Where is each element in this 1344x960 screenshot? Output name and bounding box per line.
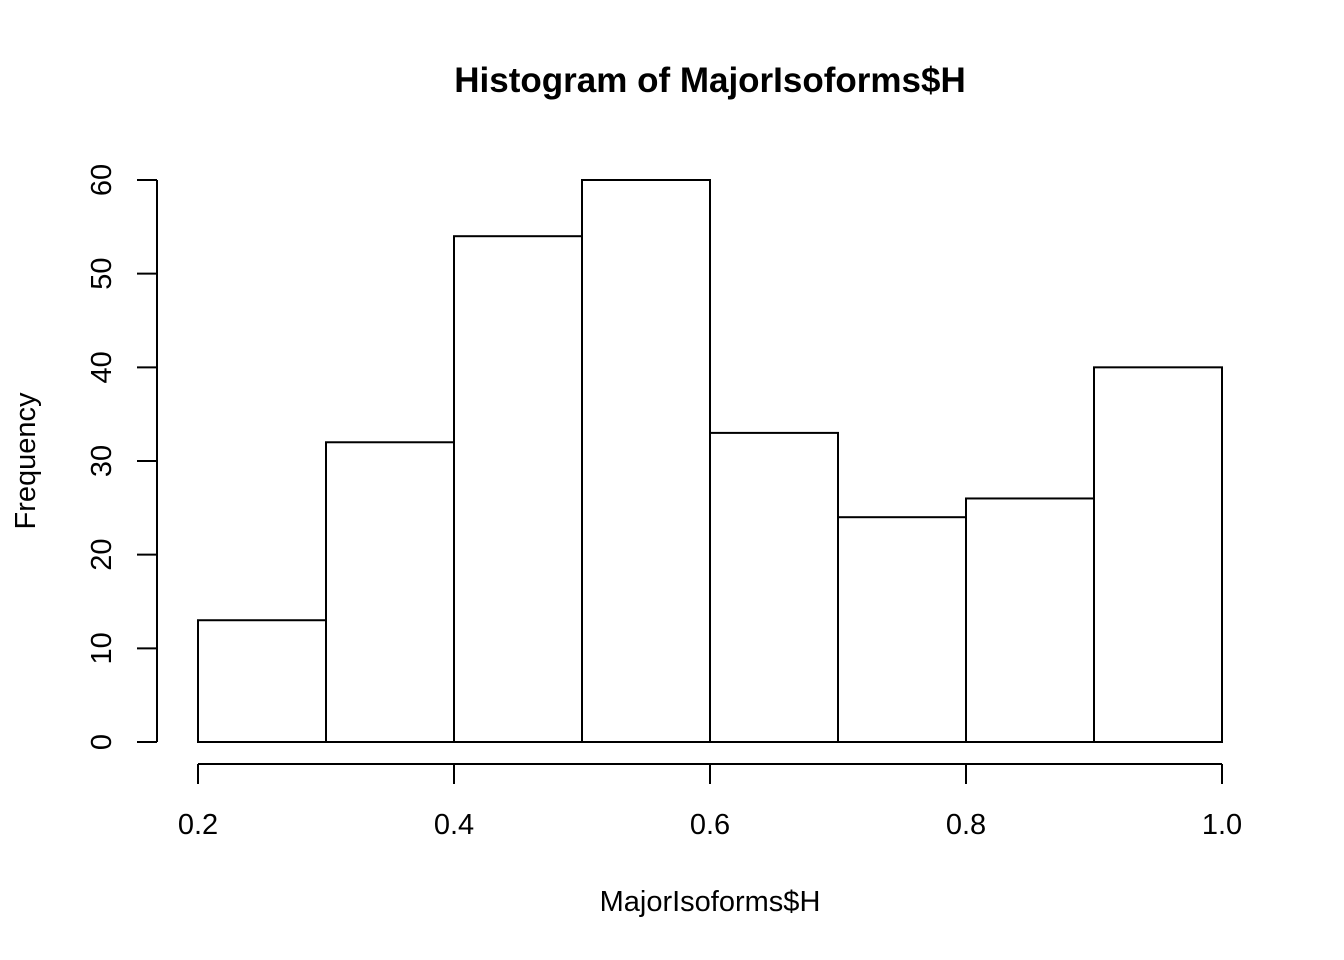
histogram-bar-6	[837, 516, 967, 744]
histogram-bar-3	[453, 235, 583, 743]
y-tick-label-6: 50	[86, 258, 118, 290]
y-tick-label-3: 20	[86, 539, 118, 571]
x-tick-label-3: 0.6	[690, 809, 730, 841]
y-tick-label-7: 60	[86, 164, 118, 196]
histogram-bar-4	[581, 179, 711, 743]
y-axis: 0 10 20 30 40 50 60	[86, 164, 158, 750]
x-tick-label-4: 0.8	[946, 809, 986, 841]
y-tick-label-4: 30	[86, 445, 118, 477]
bars-group	[197, 179, 1223, 744]
x-tick-label-2: 0.4	[434, 809, 474, 841]
chart-title: Histogram of MajorIsoforms$H	[454, 61, 965, 100]
histogram-bar-7	[965, 497, 1095, 744]
x-axis-label: MajorIsoforms$H	[600, 886, 821, 918]
x-axis: 0.2 0.4 0.6 0.8 1.0	[178, 763, 1242, 841]
y-tick-label-5: 40	[86, 351, 118, 383]
y-tick-label-1: 0	[86, 734, 118, 750]
histogram-bar-8	[1093, 366, 1223, 743]
y-axis-label: Frequency	[10, 392, 42, 530]
x-tick-label-5: 1.0	[1202, 809, 1242, 841]
histogram-bar-2	[325, 441, 455, 743]
y-tick-label-2: 10	[86, 632, 118, 664]
x-tick-label-1: 0.2	[178, 809, 218, 841]
histogram-bar-1	[197, 619, 327, 744]
histogram-bar-5	[709, 431, 839, 743]
